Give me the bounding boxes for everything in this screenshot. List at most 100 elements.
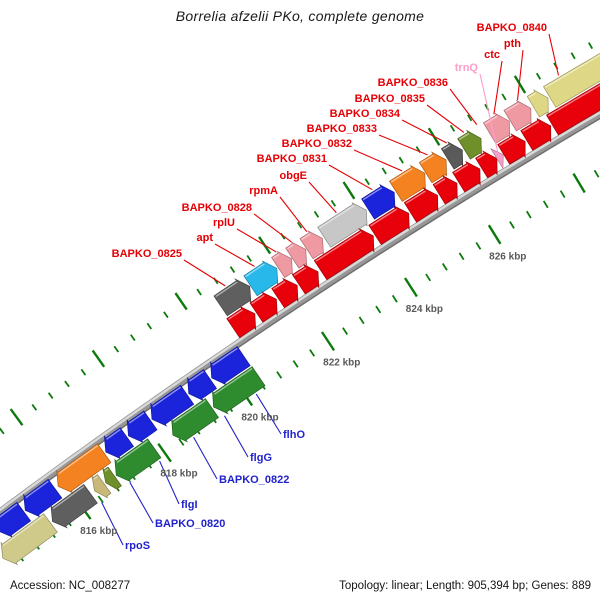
gene-label-BAPKO_0831[interactable]: BAPKO_0831 (257, 153, 327, 165)
gene-arrow-highlight (434, 178, 446, 186)
gene-BAPKO_0825[interactable] (213, 278, 252, 317)
gene-arrow-highlight (315, 231, 362, 262)
gene-ctc[interactable] (482, 112, 511, 144)
gene-rpoS[interactable] (56, 443, 112, 494)
gene-label-flgG[interactable]: flgG (250, 452, 272, 464)
gene-label-BAPKO_0833[interactable]: BAPKO_0833 (307, 123, 377, 135)
gene-arrow-highlight (528, 92, 537, 98)
ruler-minor-tick-outer (570, 52, 576, 60)
trna-marker-trnQ[interactable] (490, 148, 504, 170)
gene-arrow[interactable] (368, 205, 410, 245)
gene-label-BAPKO_0834[interactable]: BAPKO_0834 (330, 108, 401, 120)
gene-arrow-highlight (214, 367, 253, 395)
gene-BAPKO_0822[interactable] (150, 384, 195, 427)
gene-label-BAPKO_0828[interactable]: BAPKO_0828 (182, 202, 252, 214)
gene-label-rplU[interactable]: rplU (213, 217, 235, 229)
gene-arrow[interactable] (102, 466, 122, 491)
gene-arrow[interactable] (403, 187, 439, 223)
ruler-label-824: 824 kbp (406, 304, 443, 315)
gene-arrow-highlight (505, 102, 519, 112)
gene-arrow-highlight (390, 167, 413, 183)
gene-arrow[interactable] (520, 118, 552, 151)
gene-BAPKO_0834[interactable] (440, 141, 464, 170)
leader-line-BAPKO_0825 (183, 259, 226, 287)
gene-label-BAPKO_0836[interactable]: BAPKO_0836 (378, 77, 448, 89)
ruler-minor-tick-inner (525, 210, 532, 219)
ruler-minor-tick-inner (309, 349, 316, 357)
gene-arrow[interactable] (0, 513, 58, 566)
ruler-minor-tick-outer (467, 114, 473, 122)
gene-rplU[interactable] (271, 251, 293, 278)
ruler-major-tick-inner (487, 224, 502, 245)
leader-line-flgG (224, 415, 249, 458)
ruler-minor-tick-outer (313, 210, 320, 218)
leader-line-trnQ (479, 73, 499, 153)
gene-label-obgE[interactable]: obgE (280, 170, 308, 182)
gene-arrow-highlight (293, 267, 307, 276)
gene-label-trnQ[interactable]: trnQ (455, 62, 479, 74)
gene-arrow[interactable] (546, 72, 600, 136)
gene-rpmA[interactable] (299, 230, 324, 260)
ruler-minor-tick-outer (196, 288, 202, 296)
gene-label-BAPKO_0835[interactable]: BAPKO_0835 (355, 93, 425, 105)
ruler-minor-tick-inner (391, 294, 398, 303)
leader-line-BAPKO_0828 (253, 213, 292, 243)
gene-label-rpmA[interactable]: rpmA (249, 185, 278, 197)
ruler-label-818: 818 kbp (160, 469, 197, 480)
gene-BAPKO_0840[interactable] (543, 49, 600, 108)
genome-backbone (0, 110, 600, 518)
gene-label-apt[interactable]: apt (197, 232, 214, 244)
gene-arrow-highlight (318, 205, 355, 229)
gene-arrow-highlight (228, 309, 243, 320)
gene-arrow[interactable] (91, 474, 112, 499)
ruler-minor-tick-inner (458, 252, 465, 261)
gene-flgG[interactable] (171, 398, 219, 443)
gene-label-BAPKO_0825[interactable]: BAPKO_0825 (112, 248, 182, 260)
gene-label-ctc[interactable]: ctc (484, 49, 500, 61)
gene-flhO[interactable] (210, 346, 251, 386)
gene-arrow-highlight (212, 347, 238, 366)
ruler-label-822: 822 kbp (323, 358, 360, 369)
gene-flgI[interactable] (114, 438, 162, 483)
gene-arrow[interactable] (212, 366, 266, 415)
leader-line-BAPKO_0833 (378, 134, 428, 156)
gene-arrow-highlight (272, 280, 286, 290)
gene-arrow[interactable] (50, 484, 98, 529)
ruler-major-tick-inner (403, 277, 418, 298)
gene-label-BAPKO_0822[interactable]: BAPKO_0822 (219, 474, 289, 486)
ruler-minor-tick-outer (364, 178, 370, 186)
gene-BAPKO_0828[interactable] (285, 241, 308, 269)
gene-label-flgI[interactable]: flgI (181, 499, 198, 511)
leader-line-rpoS (101, 502, 124, 546)
gene-label-BAPKO_0820[interactable]: BAPKO_0820 (155, 518, 225, 530)
gene-label-pth[interactable]: pth (504, 38, 521, 50)
ruler-minor-tick-inner (542, 200, 549, 209)
gene-arrow[interactable] (23, 478, 63, 518)
gene-arrow[interactable] (313, 228, 375, 281)
ruler-label-820: 820 kbp (241, 412, 278, 423)
gene-arrow[interactable] (526, 89, 549, 118)
gene-BAPKO_0835[interactable] (457, 129, 482, 160)
gene-arrow-highlight (215, 281, 238, 298)
gene-arrow-highlight (245, 263, 265, 278)
gene-arrow-highlight (522, 120, 540, 132)
gene-label-flhO[interactable]: flhO (283, 429, 305, 441)
gene-arrow-highlight (301, 233, 311, 240)
gene-BAPKO_0832[interactable] (389, 164, 426, 202)
gene-obgE[interactable] (317, 202, 368, 248)
gene-BAPKO_0836[interactable] (475, 150, 498, 179)
gene-apt[interactable] (243, 260, 279, 297)
gene-BAPKO_0831[interactable] (361, 183, 396, 220)
gene-label-BAPKO_0832[interactable]: BAPKO_0832 (282, 138, 352, 150)
leader-line-ctc (493, 60, 503, 115)
ruler-minor-tick-inner (475, 241, 482, 250)
gene-arrow-highlight (458, 133, 470, 140)
ruler-minor-tick-outer (113, 345, 120, 353)
ruler-minor-tick-outer (398, 156, 404, 164)
ruler-major-tick-outer (9, 408, 24, 426)
gene-label-rpoS[interactable]: rpoS (125, 540, 150, 552)
gene-arrow[interactable] (226, 306, 257, 339)
gene-label-BAPKO_0840[interactable]: BAPKO_0840 (477, 22, 547, 34)
